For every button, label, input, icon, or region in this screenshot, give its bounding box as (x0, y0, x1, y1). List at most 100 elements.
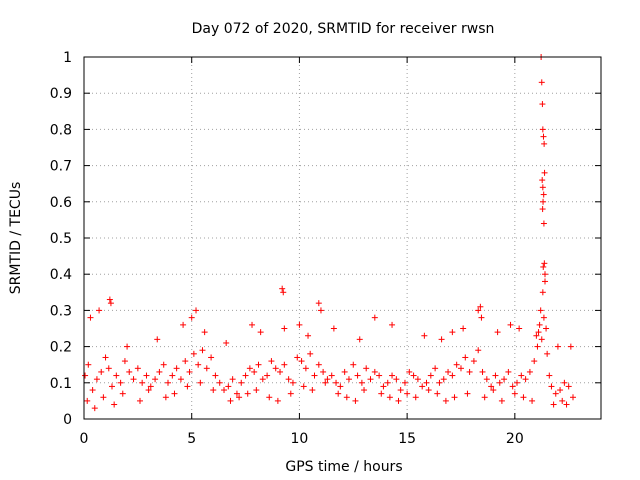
data-point (221, 387, 228, 394)
data-point (182, 358, 189, 365)
data-point (289, 379, 296, 386)
data-point (197, 379, 204, 386)
data-point (404, 390, 411, 397)
data-point (315, 361, 322, 368)
y-tick-label: 0.4 (50, 267, 72, 283)
data-point (134, 365, 141, 372)
data-point (280, 289, 287, 296)
data-point (538, 336, 545, 343)
data-point (548, 383, 555, 390)
data-point (540, 263, 547, 270)
data-point (298, 358, 305, 365)
data-point (526, 368, 533, 375)
data-point (324, 376, 331, 383)
data-point (356, 336, 363, 343)
data-point (236, 394, 243, 401)
data-point (440, 376, 447, 383)
data-point (475, 307, 482, 314)
gridlines (84, 57, 601, 419)
data-point (534, 343, 541, 350)
data-point (539, 206, 546, 213)
data-point (98, 368, 105, 375)
data-point (328, 372, 335, 379)
x-tick-label: 10 (291, 431, 309, 447)
data-point (264, 372, 271, 379)
data-point (539, 177, 546, 184)
data-point (343, 394, 350, 401)
data-point (507, 321, 514, 328)
data-point (223, 339, 230, 346)
data-point (354, 372, 361, 379)
data-point (434, 390, 441, 397)
data-point (244, 390, 251, 397)
data-point (193, 307, 200, 314)
data-point (277, 368, 284, 375)
axes: 00.10.20.30.40.50.60.70.80.910 5 10 15 20 (50, 50, 601, 447)
data-point (227, 397, 234, 404)
data-point (177, 376, 184, 383)
data-point (300, 383, 307, 390)
data-point (124, 343, 131, 350)
x-tick-label: 15 (398, 431, 416, 447)
y-tick-label: 0.6 (50, 195, 72, 211)
data-point (188, 314, 195, 321)
data-point (253, 387, 260, 394)
data-point (294, 354, 301, 361)
data-point (483, 376, 490, 383)
data-point (481, 394, 488, 401)
data-point (190, 350, 197, 357)
data-point (160, 361, 167, 368)
data-point (87, 314, 94, 321)
data-point (470, 358, 477, 365)
data-point (330, 325, 337, 332)
data-point (445, 368, 452, 375)
data-point (210, 387, 217, 394)
data-point (410, 372, 417, 379)
data-point (358, 379, 365, 386)
data-point (165, 379, 172, 386)
data-point (533, 332, 540, 339)
y-tick-label: 0 (63, 412, 72, 428)
data-point (171, 390, 178, 397)
data-point (305, 332, 312, 339)
data-point (539, 126, 546, 133)
data-point (492, 372, 499, 379)
data-point (106, 296, 113, 303)
data-point (488, 383, 495, 390)
data-point (311, 372, 318, 379)
data-point (380, 383, 387, 390)
data-point (257, 329, 264, 336)
data-point (516, 325, 523, 332)
data-point (540, 314, 547, 321)
data-point (386, 394, 393, 401)
x-tick-label: 20 (506, 431, 524, 447)
data-point (457, 365, 464, 372)
data-point (541, 169, 548, 176)
data-point (453, 361, 460, 368)
data-point (285, 376, 292, 383)
x-tick-label: 5 (187, 431, 196, 447)
data-point (233, 390, 240, 397)
data-point (539, 289, 546, 296)
data-point (432, 365, 439, 372)
data-point (350, 361, 357, 368)
data-point (363, 365, 370, 372)
data-point (509, 383, 516, 390)
data-point (105, 365, 112, 372)
data-point (152, 376, 159, 383)
data-point (536, 321, 543, 328)
data-point (352, 397, 359, 404)
data-point (423, 379, 430, 386)
data-point (203, 365, 210, 372)
y-tick-label: 0.1 (50, 376, 72, 392)
data-point (537, 307, 544, 314)
data-point (401, 379, 408, 386)
data-point (371, 314, 378, 321)
data-point (317, 307, 324, 314)
data-point (376, 372, 383, 379)
data-point (389, 321, 396, 328)
chart-title: Day 072 of 2020, SRMTID for receiver rws… (192, 21, 495, 37)
data-point (119, 390, 126, 397)
data-point (414, 376, 421, 383)
data-point (249, 321, 256, 328)
